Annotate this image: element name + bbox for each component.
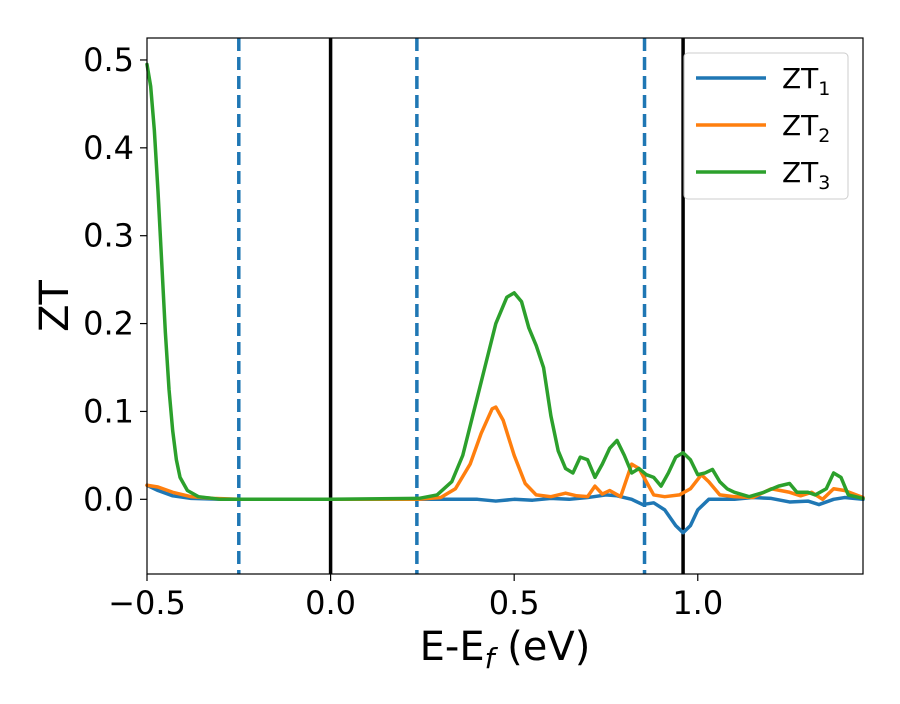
legend-label-zt1: ZT1 (782, 62, 830, 100)
x-tick-label: 0.0 (305, 584, 356, 622)
legend: ZT1 ZT2 ZT3 (683, 52, 849, 200)
y-axis: 0.0 0.1 0.2 0.3 0.4 0.5 (83, 41, 147, 518)
y-tick-label: 0.4 (83, 129, 134, 167)
series-line-zt1 (145, 483, 865, 535)
series-line-zt3 (145, 62, 865, 502)
y-axis-label: ZT (32, 280, 78, 332)
plot-frame (146, 37, 864, 575)
legend-label-zt3: ZT3 (782, 156, 830, 194)
y-tick-label: 0.0 (83, 480, 134, 518)
x-tick-label: −0.5 (108, 584, 186, 622)
y-tick-label: 0.1 (83, 392, 134, 430)
x-axis-label: E-Ef (eV) (420, 624, 591, 675)
y-tick-label: 0.2 (83, 305, 134, 343)
series-layer (145, 62, 865, 535)
legend-label-zt2: ZT2 (782, 109, 830, 147)
series-line-zt2 (145, 405, 865, 502)
y-tick-label: 0.3 (83, 217, 134, 255)
y-tick-label: 0.5 (83, 41, 134, 79)
x-tick-label: 1.0 (672, 584, 723, 622)
reference-lines (237, 38, 685, 574)
x-axis: −0.5 0.0 0.5 1.0 (108, 574, 723, 622)
x-tick-label: 0.5 (489, 584, 540, 622)
